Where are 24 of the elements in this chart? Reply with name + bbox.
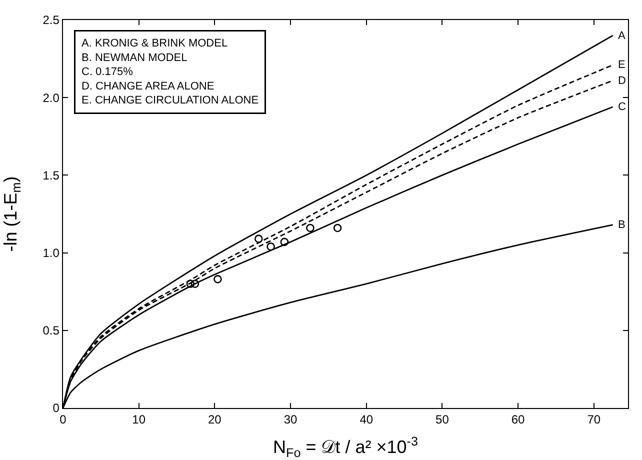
- annotation: B. NEWMAN MODEL: [82, 52, 188, 64]
- x-tick-label: 50: [436, 412, 450, 427]
- y-tick-label: 2.5: [42, 13, 60, 28]
- annotation: A. KRONIG & BRINK MODEL: [82, 38, 228, 50]
- x-tick-label: 30: [284, 412, 298, 427]
- series-label: D: [618, 75, 626, 87]
- x-tick-label: 60: [511, 412, 526, 427]
- series-label: A: [618, 30, 626, 42]
- x-tick-label: 20: [208, 412, 222, 427]
- x-tick-label: 10: [132, 412, 146, 427]
- x-tick-label: 40: [360, 412, 374, 427]
- y-tick-label: 0.5: [42, 324, 60, 338]
- annotation: C. 0.175%: [82, 66, 134, 78]
- x-tick-label: 70: [587, 412, 601, 427]
- legend-label: C: [618, 101, 626, 113]
- y-tick-label: 0: [52, 401, 60, 416]
- y-tick-label: 1.0: [42, 246, 60, 260]
- y-tick-label: 2.0: [42, 90, 60, 105]
- series-label: B: [618, 219, 626, 231]
- series-label: E: [618, 59, 626, 71]
- annotation: D. CHANGE AREA ALONE: [82, 80, 214, 92]
- y-tick-label: 1.5: [42, 168, 60, 182]
- x-axis-title: N$_{Fo}$ = 𝒟t / a² ×10$^{-3}$: [273, 434, 418, 460]
- annotation: E. CHANGE CIRCULATION ALONE: [82, 94, 259, 107]
